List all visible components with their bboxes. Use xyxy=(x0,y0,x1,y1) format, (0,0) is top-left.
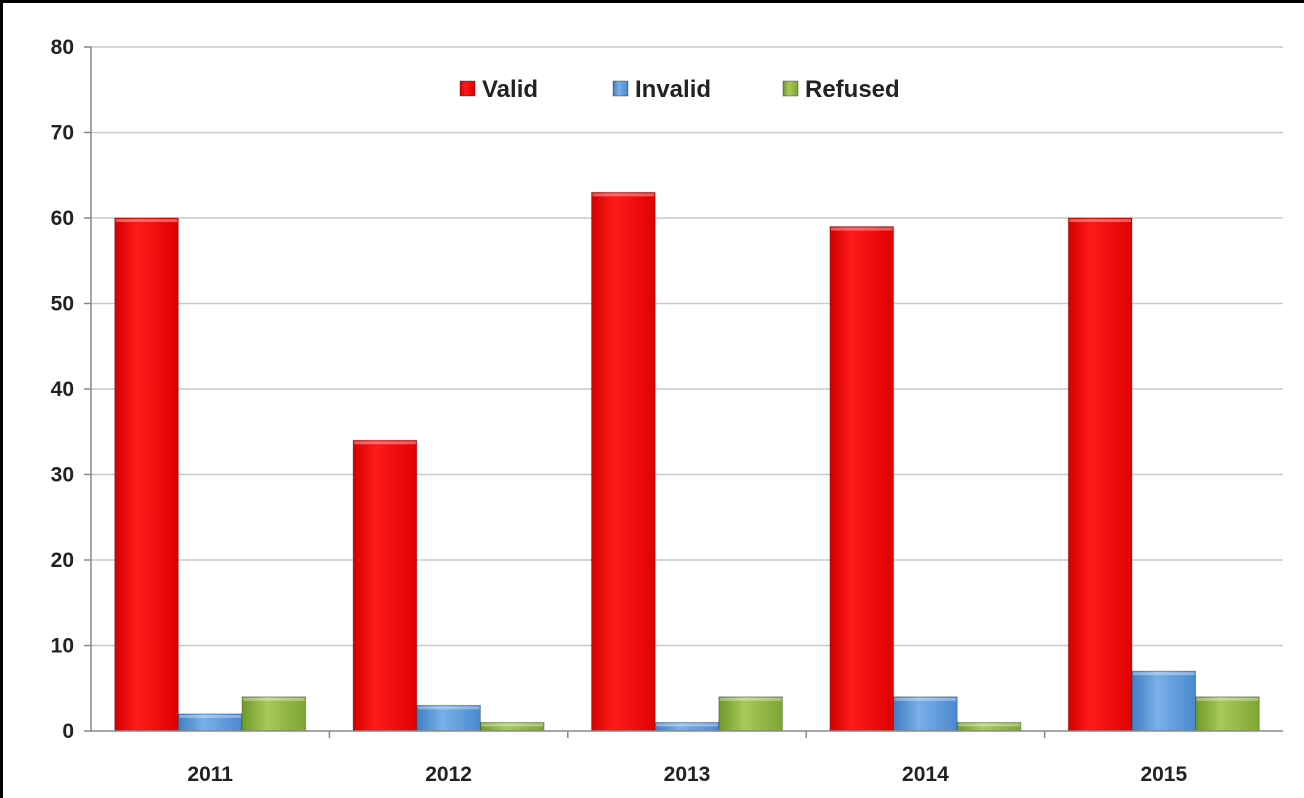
bar-refused-2015 xyxy=(1195,696,1260,732)
bar-valid-2011 xyxy=(114,217,179,732)
x-axis-ticks: 2011 2012 2013 2014 2015 xyxy=(187,731,1187,786)
bar-valid-2015 xyxy=(1067,217,1133,732)
axes xyxy=(90,47,1283,732)
bar-refused-2011 xyxy=(241,696,307,732)
y-tick-label: 80 xyxy=(51,36,74,59)
bar-valid-2012 xyxy=(352,439,418,732)
x-tick-label: 2012 xyxy=(425,763,472,786)
legend-swatch-refused xyxy=(782,80,799,97)
y-tick-label: 60 xyxy=(51,207,74,230)
bar-highlight xyxy=(354,441,416,445)
bar-highlight xyxy=(115,219,178,222)
y-tick-label: 70 xyxy=(51,122,74,145)
bar-highlight xyxy=(592,193,655,197)
bar-highlight xyxy=(830,227,893,231)
legend-swatch-invalid xyxy=(612,80,629,97)
legend-swatch-valid xyxy=(459,80,476,97)
bar-invalid-2012 xyxy=(416,704,481,732)
legend: Valid Invalid Refused xyxy=(459,76,900,103)
bar-highlight xyxy=(1132,672,1195,676)
bar-highlight xyxy=(243,697,305,701)
legend-label-invalid: Invalid xyxy=(635,76,711,103)
bar-highlight xyxy=(179,714,242,718)
bar-highlight xyxy=(481,723,544,727)
bar-highlight xyxy=(656,723,718,727)
bar-highlight xyxy=(894,697,957,701)
y-tick-label: 20 xyxy=(51,549,74,572)
bar-highlight xyxy=(417,706,480,710)
bar-refused-2013 xyxy=(718,696,783,732)
x-tick-label: 2011 xyxy=(187,763,233,786)
y-tick-label: 50 xyxy=(51,293,74,316)
y-tick-label: 30 xyxy=(51,464,74,487)
y-axis-ticks: 0 10 20 30 40 50 60 70 80 xyxy=(51,36,91,743)
bar-highlight xyxy=(958,723,1020,727)
y-tick-label: 0 xyxy=(62,720,74,743)
y-tick-label: 40 xyxy=(51,378,74,401)
x-tick-label: 2014 xyxy=(902,763,949,786)
bar-valid-2014 xyxy=(829,226,895,732)
bar-invalid-2014 xyxy=(893,696,958,732)
bars xyxy=(114,191,1260,732)
y-tick-label: 10 xyxy=(51,635,74,658)
bar-valid-2013 xyxy=(591,191,656,732)
x-tick-label: 2013 xyxy=(664,763,711,786)
bar-invalid-2015 xyxy=(1131,670,1197,732)
bar-highlight xyxy=(1069,219,1131,222)
legend-label-refused: Refused xyxy=(805,76,900,103)
bar-highlight xyxy=(719,697,782,701)
legend-label-valid: Valid xyxy=(482,76,538,103)
x-tick-label: 2015 xyxy=(1140,763,1187,786)
bar-highlight xyxy=(1196,697,1259,701)
